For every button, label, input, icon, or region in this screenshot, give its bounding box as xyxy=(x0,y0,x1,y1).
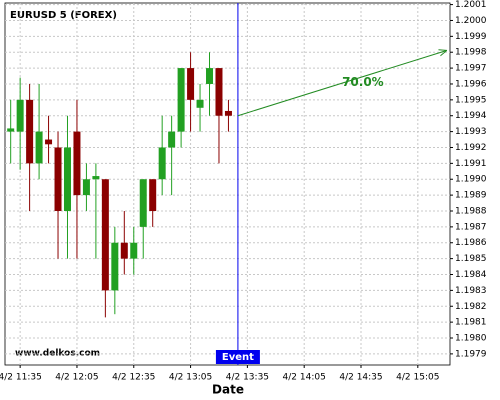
y-tick-label: 1.1990 xyxy=(455,175,487,185)
candle-body xyxy=(101,179,109,291)
x-tick-label: 4/2 11:35 xyxy=(0,373,42,383)
candle-body xyxy=(130,242,138,259)
y-tick-label: 1.1997 xyxy=(455,64,487,74)
candle-body xyxy=(26,99,34,164)
y-tick-label: 1.1989 xyxy=(455,191,487,201)
candle-body xyxy=(111,242,119,291)
y-tick-label: 1.1999 xyxy=(455,32,487,42)
candle-body xyxy=(187,68,195,100)
candle-body xyxy=(139,179,147,227)
y-tick-label: 1.1980 xyxy=(455,334,487,344)
candle-body xyxy=(177,68,185,132)
candle-body xyxy=(149,179,157,211)
y-tick-label: 1.1991 xyxy=(455,159,487,169)
candle-body xyxy=(206,68,214,84)
y-tick-label: 1.1983 xyxy=(455,286,487,296)
projection-arrow xyxy=(237,51,446,117)
candle-body xyxy=(120,242,128,259)
y-tick-label: 1.1981 xyxy=(455,318,487,328)
x-tick-label: 4/2 14:05 xyxy=(283,373,326,383)
x-tick-label: 4/2 12:05 xyxy=(55,373,98,383)
x-tick-label: 4/2 13:05 xyxy=(169,373,212,383)
candle-body xyxy=(168,131,176,148)
candle-body xyxy=(54,147,62,211)
candle-body xyxy=(92,176,100,180)
candle-body xyxy=(35,131,43,164)
chart-title: EURUSD 5 (FOREX) xyxy=(10,10,117,21)
y-tick-label: 1.1996 xyxy=(455,79,487,89)
x-axis-label: Date xyxy=(212,383,244,397)
x-tick-label: 4/2 12:35 xyxy=(112,373,155,383)
plot-frame xyxy=(4,2,451,366)
x-tick-label: 4/2 14:35 xyxy=(339,373,382,383)
candle-body xyxy=(16,99,24,132)
y-tick-label: 1.1992 xyxy=(455,143,487,153)
candle-body xyxy=(45,139,53,145)
y-tick-label: 1.1979 xyxy=(455,349,487,359)
candle-body xyxy=(7,128,15,132)
x-tick-label: 4/2 15:05 xyxy=(396,373,439,383)
y-tick-label: 1.1998 xyxy=(455,48,487,58)
event-box xyxy=(215,350,260,364)
y-tick-label: 1.2000 xyxy=(455,16,487,26)
y-tick-label: 1.1995 xyxy=(455,95,487,105)
event-label: Event xyxy=(222,352,254,363)
candle-body xyxy=(196,99,204,108)
y-tick-label: 1.1987 xyxy=(455,222,487,232)
y-tick-label: 1.1988 xyxy=(455,206,487,216)
y-tick-label: 1.1994 xyxy=(455,111,487,121)
y-tick-label: 1.1986 xyxy=(455,238,487,248)
candle-body xyxy=(82,179,90,196)
projection-label: 70.0% xyxy=(342,75,384,89)
candle-body xyxy=(224,110,232,116)
y-tick-label: 1.2001 xyxy=(455,0,487,10)
y-tick-label: 1.1985 xyxy=(455,254,487,264)
y-tick-label: 1.1982 xyxy=(455,302,487,312)
candle-body xyxy=(158,147,166,180)
y-tick-label: 1.1993 xyxy=(455,127,487,137)
x-tick-label: 4/2 13:35 xyxy=(226,373,269,383)
candle-body xyxy=(215,68,223,116)
candle-body xyxy=(73,131,81,196)
y-tick-label: 1.1984 xyxy=(455,270,487,280)
candle-body xyxy=(63,147,71,211)
